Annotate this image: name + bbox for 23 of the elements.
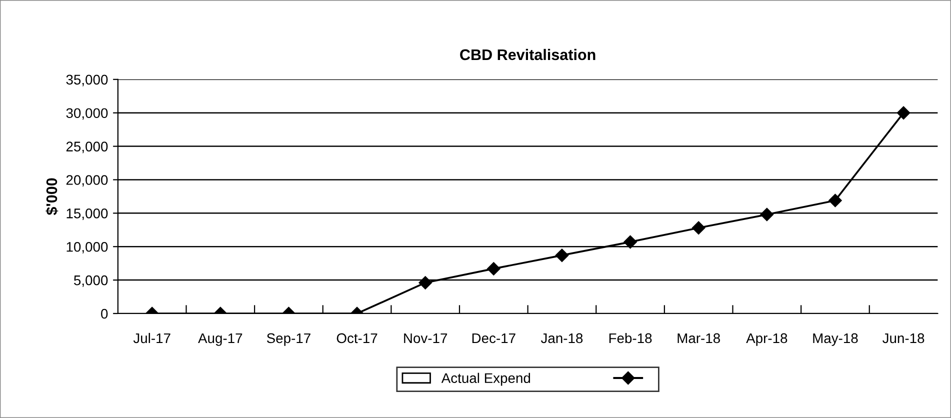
x-tick-label: Feb-18	[609, 332, 652, 344]
y-tick-label: 35,000	[66, 74, 108, 86]
x-tick-label: Dec-17	[472, 333, 516, 344]
y-tick-label: 10,000	[66, 242, 108, 254]
y-tick-label: 0	[101, 308, 108, 319]
x-tick-label: May-18	[813, 333, 858, 346]
x-tick-label: Jun-18	[882, 333, 924, 344]
x-tick-label: Sep-17	[266, 333, 310, 346]
x-tick-label: Mar-18	[678, 333, 720, 344]
y-tick-label: 25,000	[66, 142, 108, 154]
x-tick-label: Jan-18	[540, 333, 583, 344]
x-tick-label: Jul-17	[133, 332, 170, 344]
y-tick-label: 5,000	[74, 275, 108, 287]
x-tick-label: Oct-17	[336, 333, 378, 344]
chart-title: CBD Revitalisation	[460, 48, 596, 60]
x-tick-label: Nov-17	[404, 333, 448, 344]
y-axis-title: $'000	[46, 178, 58, 216]
y-tick-label: 30,000	[66, 108, 108, 120]
x-tick-label: Aug-17	[198, 333, 242, 346]
y-tick-label: 15,000	[66, 208, 108, 220]
y-tick-label: 20,000	[66, 175, 108, 187]
legend-label: Actual Expend	[441, 372, 530, 386]
x-tick-label: Apr-18	[746, 333, 788, 346]
